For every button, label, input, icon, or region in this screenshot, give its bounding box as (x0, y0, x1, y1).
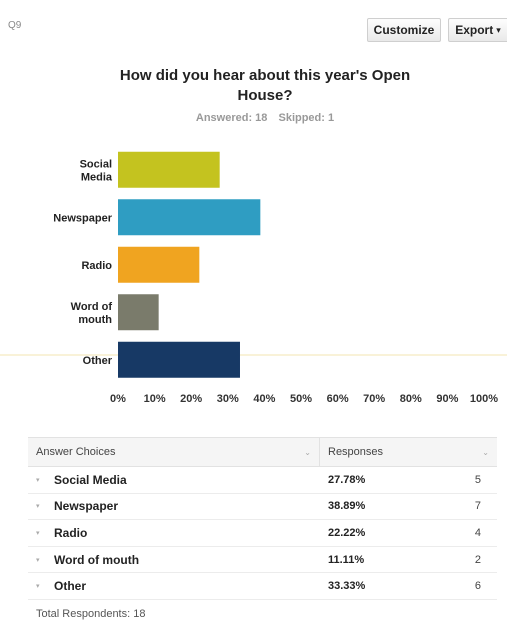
table-body: ▾ Social Media 27.78% 5 ▾ Newspaper 38.89% 7 ▾ Ra… (28, 467, 497, 600)
x-tick-label: 50% (290, 393, 312, 405)
bar[interactable] (118, 151, 220, 188)
bar[interactable] (118, 246, 200, 283)
x-tick-label: 40% (253, 393, 275, 405)
answer-choice: ▾ Newspaper (28, 499, 320, 513)
bar[interactable] (118, 341, 240, 378)
expand-toggle-icon[interactable]: ▾ (36, 476, 40, 484)
toolbar: Q9 Customize Export ▾ (0, 0, 507, 44)
response-count[interactable]: 5 (474, 473, 481, 486)
x-tick-label: 90% (436, 393, 458, 405)
answer-choice: ▾ Social Media (28, 473, 320, 487)
sort-icon: ⌄ (304, 447, 311, 457)
category-label: Word of mouth (71, 301, 113, 326)
question-number: Q9 (8, 20, 22, 31)
table-row: ▾ Social Media 27.78% 5 (28, 467, 497, 494)
response-count[interactable]: 4 (474, 526, 481, 539)
x-tick-label: 70% (363, 393, 385, 405)
answer-choice-label: Radio (54, 525, 88, 540)
answer-choice-label: Other (54, 579, 87, 594)
table-row: ▾ Newspaper 38.89% 7 (28, 494, 497, 521)
category-label: Newspaper (53, 212, 112, 224)
answer-choices-header-label: Answer Choices (36, 446, 116, 458)
answered-count: Answered: 18 (195, 112, 268, 124)
response-percent: 11.11% (328, 553, 365, 566)
x-tick-label: 60% (327, 393, 349, 405)
responses-header-label: Responses (328, 446, 384, 458)
export-button[interactable]: Export ▾ (448, 18, 507, 42)
question-title-line1: How did you hear about this year's Open (119, 67, 411, 84)
category-label: Other (83, 355, 113, 367)
table-header: Answer Choices ⌄ Responses ⌄ (28, 438, 497, 467)
customize-label: Customize (373, 23, 435, 37)
x-tick-label: 20% (180, 393, 202, 405)
table-row: ▾ Other 33.33% 6 (28, 573, 497, 600)
x-tick-label: 80% (400, 393, 422, 405)
answer-choice: ▾ Radio (28, 526, 320, 540)
sort-icon: ⌄ (482, 447, 489, 457)
question-title: How did you hear about this year's Open … (95, 66, 435, 106)
answer-choice-label: Word of mouth (54, 552, 140, 567)
total-respondents: Total Respondents: 18 (36, 607, 146, 620)
table-row: ▾ Radio 22.22% 4 (28, 520, 497, 547)
export-label: Export (455, 23, 494, 37)
bar[interactable] (118, 199, 261, 236)
response-percent: 33.33% (328, 580, 366, 593)
expand-toggle-icon[interactable]: ▾ (36, 556, 40, 564)
x-tick-label: 30% (217, 393, 239, 405)
bar[interactable] (118, 294, 159, 331)
response-summary: Answered: 18 Skipped: 1 (150, 112, 380, 124)
x-tick-label: 10% (144, 393, 166, 405)
expand-toggle-icon[interactable]: ▾ (36, 503, 40, 511)
answer-choices-header[interactable]: Answer Choices ⌄ (28, 438, 320, 466)
expand-toggle-icon[interactable]: ▾ (36, 529, 40, 537)
answer-choice: ▾ Word of mouth (28, 553, 320, 567)
response-count[interactable]: 7 (474, 500, 481, 513)
response-count[interactable]: 2 (474, 553, 481, 566)
response-percent: 38.89% (328, 500, 366, 513)
responses-header[interactable]: Responses ⌄ (320, 438, 497, 466)
answer-choice-label: Newspaper (54, 499, 119, 514)
responses-table: Answer Choices ⌄ Responses ⌄ ▾ Social Med… (28, 437, 497, 628)
skipped-count: Skipped: 1 (278, 112, 335, 124)
table-row: ▾ Word of mouth 11.11% 2 (28, 547, 497, 574)
bar-chart: Social Media Newspaper Radio Word of mouth Oth… (0, 151, 507, 405)
question-title-line2: House? (237, 87, 293, 104)
answer-choice-label: Social Media (54, 472, 127, 487)
x-tick-label: 0% (110, 393, 126, 405)
category-label: Radio (81, 260, 112, 272)
customize-button[interactable]: Customize (367, 18, 441, 42)
answer-choice: ▾ Other (28, 579, 320, 593)
expand-toggle-icon[interactable]: ▾ (36, 583, 40, 591)
chevron-down-icon: ▾ (496, 24, 501, 35)
category-label: Social Media (80, 158, 113, 183)
response-percent: 22.22% (328, 526, 366, 539)
x-tick-label: 100% (470, 393, 498, 405)
response-count[interactable]: 6 (474, 580, 481, 593)
response-percent: 27.78% (328, 473, 366, 486)
